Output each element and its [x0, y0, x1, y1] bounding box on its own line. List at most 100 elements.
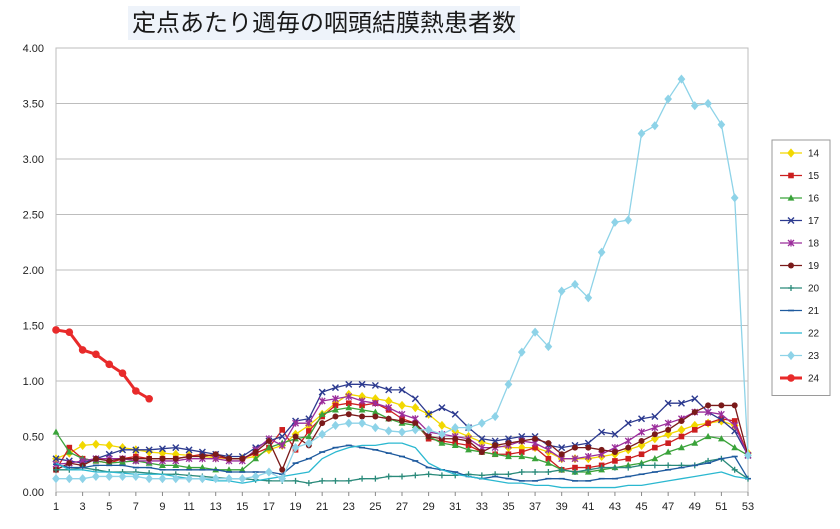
data-point	[558, 444, 566, 452]
data-point	[624, 215, 633, 225]
data-point	[731, 466, 738, 473]
x-tick-label: 25	[369, 501, 381, 513]
data-point	[638, 415, 646, 423]
legend-box	[771, 139, 831, 396]
data-point	[584, 439, 592, 447]
data-point	[78, 346, 87, 354]
data-point	[385, 386, 393, 394]
legend-label: 18	[808, 239, 820, 250]
data-point	[345, 380, 353, 388]
y-tick-label: 0.50	[23, 432, 44, 444]
series-23	[52, 74, 752, 484]
data-point	[198, 448, 206, 456]
data-point	[145, 394, 153, 403]
data-point	[279, 466, 286, 473]
x-tick-label: 3	[80, 501, 86, 513]
data-point	[438, 472, 445, 479]
data-point	[358, 397, 366, 405]
legend: 14 15 16 17 18 19 20 21 22 23 24	[771, 139, 831, 396]
data-point	[625, 455, 632, 462]
data-point	[318, 410, 326, 417]
data-point	[131, 471, 140, 482]
data-point	[571, 279, 579, 290]
data-point	[718, 402, 725, 409]
data-point	[664, 448, 672, 455]
data-point	[305, 480, 312, 487]
data-point	[691, 427, 698, 433]
data-point	[717, 435, 725, 442]
data-point	[544, 342, 553, 352]
data-point	[411, 403, 420, 413]
series-line-22	[55, 442, 749, 489]
data-point	[66, 460, 73, 467]
data-point	[664, 419, 672, 427]
data-point	[532, 444, 538, 451]
data-point	[118, 369, 127, 378]
data-point	[518, 437, 525, 444]
data-point	[66, 444, 73, 451]
data-point	[65, 474, 74, 484]
x-tick-label: 51	[715, 501, 727, 513]
data-point	[744, 450, 752, 460]
data-point	[211, 474, 220, 484]
data-point	[52, 326, 60, 334]
data-point	[359, 413, 366, 420]
data-point	[730, 193, 739, 203]
data-point	[398, 400, 406, 410]
data-point	[318, 388, 326, 396]
data-point	[158, 474, 167, 484]
data-point	[504, 379, 513, 389]
data-point	[185, 446, 193, 454]
data-point	[611, 464, 618, 471]
data-point	[465, 446, 472, 453]
chart-title: 定点あたり週毎の咽頭結膜熱患者数	[128, 6, 520, 40]
legend-marker	[787, 239, 795, 247]
data-point	[478, 472, 485, 479]
data-point	[159, 455, 166, 462]
data-point	[650, 121, 659, 131]
data-point	[465, 437, 472, 444]
data-point	[651, 455, 659, 462]
x-tick-label: 33	[476, 501, 488, 513]
data-point	[306, 428, 312, 434]
data-point	[545, 455, 552, 462]
data-point	[105, 471, 114, 482]
data-point	[611, 449, 618, 456]
data-point	[239, 455, 246, 462]
y-tick-label: 1.00	[23, 376, 44, 388]
data-point	[411, 395, 419, 403]
x-tick-label: 19	[289, 501, 301, 513]
data-point	[598, 464, 605, 471]
data-point	[584, 293, 593, 303]
legend-label: 22	[808, 329, 820, 340]
data-point	[585, 466, 592, 473]
data-point	[105, 440, 114, 450]
data-point	[371, 423, 380, 433]
data-point	[664, 399, 672, 407]
data-point	[438, 420, 446, 430]
data-point	[665, 426, 672, 433]
data-point	[678, 444, 685, 451]
data-point	[332, 402, 339, 409]
data-point	[678, 417, 685, 424]
legend-marker	[787, 148, 795, 158]
data-point	[731, 444, 739, 451]
data-point	[212, 451, 219, 458]
data-point	[558, 451, 565, 458]
x-tick-label: 29	[422, 501, 434, 513]
y-tick-label: 3.50	[23, 99, 44, 111]
data-point	[238, 466, 246, 473]
data-point	[105, 360, 114, 369]
x-tick-label: 9	[159, 501, 165, 513]
data-point	[677, 399, 685, 407]
data-point	[252, 455, 260, 462]
data-point	[451, 410, 459, 418]
data-point	[612, 458, 618, 464]
data-point	[637, 440, 646, 450]
data-point	[451, 441, 459, 448]
y-tick-label: 2.50	[23, 210, 44, 222]
x-tick-label: 31	[449, 501, 461, 513]
data-point	[304, 438, 313, 448]
data-point	[651, 462, 658, 469]
